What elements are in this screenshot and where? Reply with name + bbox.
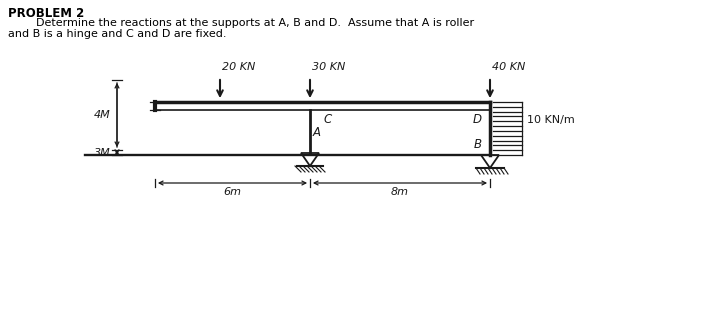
Text: 10 KN/m: 10 KN/m [527,115,575,125]
Text: 6m: 6m [223,187,241,197]
Text: D: D [473,113,482,126]
Text: C: C [323,113,332,126]
Text: 20 KN: 20 KN [222,62,256,72]
Text: and B is a hinge and C and D are fixed.: and B is a hinge and C and D are fixed. [8,29,227,39]
Text: Determine the reactions at the supports at A, B and D.  Assume that A is roller: Determine the reactions at the supports … [8,18,474,28]
Text: 40 KN: 40 KN [492,62,526,72]
Text: PROBLEM 2: PROBLEM 2 [8,7,84,20]
Text: 30 KN: 30 KN [312,62,346,72]
Text: A: A [313,126,321,139]
Text: 3M: 3M [94,148,111,158]
Text: B: B [474,138,482,151]
Text: 4M: 4M [94,110,111,120]
Text: 8m: 8m [391,187,409,197]
